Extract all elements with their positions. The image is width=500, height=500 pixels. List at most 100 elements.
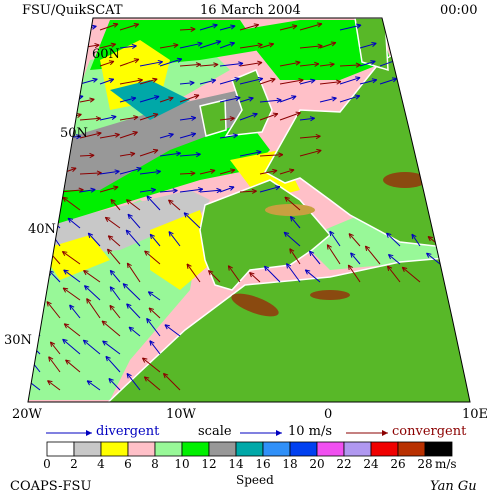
wind-vector-head — [109, 269, 116, 276]
wind-vector — [79, 132, 102, 139]
wind-vector — [179, 133, 196, 139]
wind-vector-head — [291, 24, 298, 30]
wind-vector — [108, 378, 121, 391]
wind-vector — [239, 97, 254, 103]
convergent-arrowhead — [382, 430, 388, 436]
colorbar-tick: 4 — [97, 457, 105, 471]
wind-vector — [419, 96, 436, 103]
wind-vector-head — [309, 116, 315, 122]
wind-vector-head — [155, 169, 161, 175]
wind-vector — [139, 78, 158, 85]
wind-vector-head — [162, 372, 169, 379]
colorbar-swatch — [262, 441, 291, 457]
wind-vector — [259, 169, 278, 175]
wind-vector — [426, 252, 441, 265]
wind-vector — [299, 117, 315, 121]
wind-vector-head — [313, 61, 320, 67]
wind-vector-head — [276, 97, 282, 103]
wind-vector-head — [469, 95, 470, 101]
wind-vector — [119, 58, 140, 67]
wind-vector-head — [53, 185, 59, 191]
wind-vector — [125, 229, 141, 247]
wind-vector-head — [157, 59, 163, 66]
wind-vector-head — [216, 187, 222, 194]
wind-vector-head — [62, 338, 68, 344]
wind-vector-head — [430, 95, 437, 101]
colorbar-tick: 28 — [417, 457, 432, 471]
wind-vector — [439, 59, 463, 67]
wind-vector — [79, 172, 102, 175]
wind-vector-head — [289, 168, 295, 174]
wind-vector-head — [304, 269, 311, 275]
wind-vector — [63, 323, 81, 337]
wind-vector — [159, 97, 174, 103]
colorbar-tick: 10 — [174, 457, 189, 471]
colorbar-swatch — [343, 441, 372, 457]
wind-vector-head — [152, 148, 159, 154]
colorbar-tick: 0 — [43, 457, 51, 471]
wind-vector — [87, 232, 101, 247]
wind-vector-head — [48, 194, 54, 201]
wind-vector — [350, 252, 361, 265]
wind-vector-head — [295, 60, 301, 66]
speed-band — [150, 210, 215, 290]
wind-vector — [179, 63, 201, 67]
wind-vector-head — [190, 132, 197, 138]
wind-vector — [139, 170, 161, 175]
wind-vector-head — [229, 185, 235, 191]
wind-vector — [119, 167, 142, 175]
wind-vector-head — [452, 41, 458, 47]
wind-vector-head — [298, 78, 304, 84]
wind-vector-head — [215, 40, 222, 46]
wind-vector — [99, 43, 116, 49]
wind-vector-head — [111, 114, 117, 120]
wind-vector — [299, 149, 322, 157]
wind-vector-head — [146, 195, 152, 201]
wind-vector — [439, 80, 464, 85]
wind-vector-head — [434, 58, 441, 64]
wind-vector — [239, 44, 263, 49]
wind-vector — [326, 244, 341, 265]
wind-vector-head — [125, 229, 131, 236]
wind-vector — [86, 298, 101, 319]
wind-vector-head — [132, 131, 138, 136]
wind-vector — [208, 270, 221, 283]
wind-vector — [259, 99, 282, 103]
wind-vector-head — [213, 62, 219, 68]
wind-vector — [63, 269, 81, 283]
wind-vector — [339, 77, 361, 85]
wind-vector-head — [136, 166, 142, 172]
wind-vector — [451, 251, 461, 265]
wind-vector — [126, 373, 141, 391]
wind-vector — [48, 194, 61, 211]
wind-vector — [119, 45, 137, 49]
wind-vector — [365, 245, 381, 265]
speed-band — [28, 110, 270, 235]
wind-vector — [99, 60, 115, 67]
wind-vector — [183, 212, 201, 229]
colorbar-tick: 20 — [309, 457, 324, 471]
wind-vector-head — [105, 355, 111, 362]
wind-vector — [339, 95, 360, 103]
wind-vector — [179, 153, 201, 157]
wind-vector — [119, 23, 139, 31]
scale-value: 10 m/s — [288, 424, 332, 439]
convergent-label: convergent — [392, 424, 467, 439]
wind-vector-head — [347, 264, 353, 271]
wind-vector — [48, 356, 61, 373]
wind-vector — [239, 113, 258, 121]
wind-vector — [126, 303, 141, 319]
wind-vector-head — [67, 217, 74, 223]
wind-vector-head — [227, 265, 233, 271]
wind-vector-head — [283, 231, 290, 237]
wind-vector-head — [51, 168, 57, 174]
wind-vector — [388, 254, 401, 265]
wind-vector-head — [263, 265, 270, 272]
wind-vector — [109, 305, 121, 319]
wind-vector — [339, 64, 361, 67]
wind-vector-head — [355, 76, 361, 82]
wind-vector-head — [356, 23, 362, 29]
terrain-high — [231, 172, 427, 317]
wind-vector — [39, 186, 59, 193]
